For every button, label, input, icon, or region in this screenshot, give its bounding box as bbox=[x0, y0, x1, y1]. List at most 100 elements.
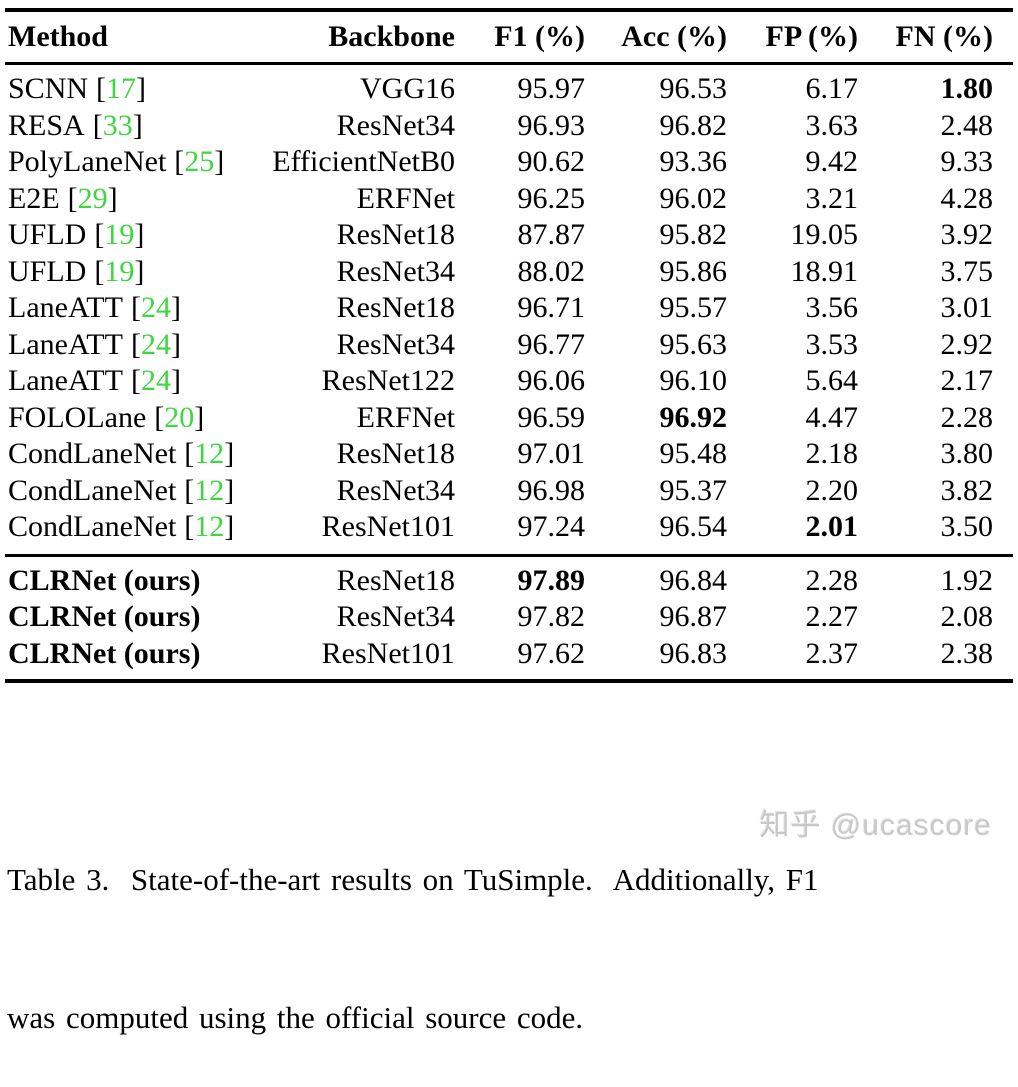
cell-backbone: ResNet34 bbox=[336, 473, 455, 507]
cell-acc: 96.82 bbox=[659, 108, 728, 142]
cell-acc: 95.86 bbox=[659, 254, 728, 288]
cell-method: UFLD [19] bbox=[5, 254, 265, 291]
citation-bracket-open: [ bbox=[94, 254, 105, 288]
method-name: CondLaneNet bbox=[8, 473, 177, 507]
table-row: CLRNet (ours) ResNet18 97.89 96.84 2.28 … bbox=[5, 555, 1013, 599]
citation-bracket-close: ] bbox=[224, 473, 235, 507]
cell-backbone: ResNet34 bbox=[336, 600, 455, 634]
citation-bracket-open: [ bbox=[130, 327, 141, 361]
table-section-ours: CLRNet (ours) ResNet18 97.89 96.84 2.28 … bbox=[5, 555, 1013, 681]
cell-f1: 96.25 bbox=[517, 181, 586, 215]
method-name: FOLOLane bbox=[8, 400, 147, 434]
citation-link[interactable]: 17 bbox=[106, 72, 137, 106]
table-row: CondLaneNet [12] ResNet18 97.01 95.48 2.1… bbox=[5, 436, 1013, 473]
cell-f1-best: 97.89 bbox=[517, 563, 586, 597]
column-header-acc: Acc (%) bbox=[621, 20, 727, 53]
cell-fp: 2.27 bbox=[805, 600, 859, 634]
cell-fn: 2.92 bbox=[940, 327, 994, 361]
cell-fn: 2.08 bbox=[940, 600, 994, 634]
cell-f1: 87.87 bbox=[517, 218, 586, 252]
cell-acc: 93.36 bbox=[659, 145, 728, 179]
table-row: UFLD [19] ResNet18 87.87 95.82 19.05 3.92 bbox=[5, 217, 1013, 254]
cell-fn: 1.92 bbox=[940, 563, 994, 597]
column-header-fp: FP (%) bbox=[765, 20, 858, 53]
citation-link[interactable]: 19 bbox=[104, 254, 135, 288]
citation-link[interactable]: 33 bbox=[102, 108, 133, 142]
citation-bracket-close: ] bbox=[194, 400, 205, 434]
cell-fp: 4.47 bbox=[805, 400, 859, 434]
cell-f1: 97.82 bbox=[517, 600, 586, 634]
cell-backbone: ResNet34 bbox=[336, 108, 455, 142]
cell-fn: 2.38 bbox=[940, 636, 994, 670]
cell-method: LaneATT [24] bbox=[5, 290, 265, 327]
citation-link[interactable]: 12 bbox=[194, 510, 225, 544]
method-name: UFLD bbox=[8, 218, 87, 252]
cell-method-ours: CLRNet (ours) bbox=[8, 636, 201, 670]
cell-fp: 2.20 bbox=[805, 473, 859, 507]
citation-bracket-close: ] bbox=[224, 510, 235, 544]
cell-backbone: ResNet101 bbox=[321, 510, 455, 544]
cell-backbone: ResNet18 bbox=[336, 291, 455, 325]
citation-link[interactable]: 19 bbox=[104, 218, 135, 252]
cell-f1: 96.06 bbox=[517, 364, 586, 398]
cell-acc: 95.37 bbox=[659, 473, 728, 507]
cell-method: LaneATT [24] bbox=[5, 327, 265, 364]
cell-method: CondLaneNet [12] bbox=[5, 509, 265, 555]
cell-backbone: ResNet18 bbox=[336, 563, 455, 597]
column-header-backbone: Backbone bbox=[328, 20, 455, 53]
table-row: RESA [33] ResNet34 96.93 96.82 3.63 2.48 bbox=[5, 108, 1013, 145]
cell-acc: 96.87 bbox=[659, 600, 728, 634]
method-name: LaneATT bbox=[8, 291, 123, 325]
column-header-fn: FN (%) bbox=[895, 20, 993, 53]
cell-f1: 97.62 bbox=[517, 636, 586, 670]
cell-fn: 2.17 bbox=[940, 364, 994, 398]
method-name: UFLD bbox=[8, 254, 87, 288]
cell-backbone: ResNet18 bbox=[336, 437, 455, 471]
citation-link[interactable]: 29 bbox=[77, 181, 108, 215]
cell-f1: 96.77 bbox=[517, 327, 586, 361]
citation-bracket-open: [ bbox=[174, 145, 185, 179]
cell-fp: 9.42 bbox=[805, 145, 859, 179]
cell-fp: 5.64 bbox=[805, 364, 859, 398]
citation-link[interactable]: 24 bbox=[140, 364, 171, 398]
cell-acc: 96.10 bbox=[659, 364, 728, 398]
cell-fn: 2.28 bbox=[940, 400, 994, 434]
table-row: CLRNet (ours) ResNet101 97.62 96.83 2.37… bbox=[5, 636, 1013, 682]
cell-f1: 88.02 bbox=[517, 254, 586, 288]
table-row: CLRNet (ours) ResNet34 97.82 96.87 2.27 … bbox=[5, 599, 1013, 636]
citation-link[interactable]: 24 bbox=[140, 291, 171, 325]
cell-f1: 97.24 bbox=[517, 510, 586, 544]
cell-acc-best: 96.92 bbox=[659, 400, 728, 434]
citation-link[interactable]: 20 bbox=[164, 400, 195, 434]
table-row: FOLOLane [20] ERFNet 96.59 96.92 4.47 2.2… bbox=[5, 400, 1013, 437]
table-row: LaneATT [24] ResNet122 96.06 96.10 5.64 2… bbox=[5, 363, 1013, 400]
cell-f1: 96.93 bbox=[517, 108, 586, 142]
cell-backbone: VGG16 bbox=[360, 72, 455, 106]
cell-fp: 6.17 bbox=[805, 72, 859, 106]
cell-fp: 18.91 bbox=[790, 254, 859, 288]
citation-bracket-close: ] bbox=[132, 108, 143, 142]
citation-link[interactable]: 12 bbox=[194, 437, 225, 471]
citation-bracket-open: [ bbox=[92, 108, 103, 142]
cell-fp: 3.56 bbox=[805, 291, 859, 325]
cell-backbone: ResNet18 bbox=[336, 218, 455, 252]
zhihu-watermark: 知乎 @ucascore bbox=[759, 809, 992, 842]
cell-fp: 3.63 bbox=[805, 108, 859, 142]
cell-backbone: ResNet34 bbox=[336, 327, 455, 361]
citation-link[interactable]: 12 bbox=[194, 473, 225, 507]
table-row: CondLaneNet [12] ResNet34 96.98 95.37 2.2… bbox=[5, 473, 1013, 510]
cell-acc: 95.63 bbox=[659, 327, 728, 361]
citation-link[interactable]: 24 bbox=[140, 327, 171, 361]
method-name: E2E bbox=[8, 181, 60, 215]
cell-method: PolyLaneNet [25] bbox=[5, 144, 265, 181]
cell-fn: 2.48 bbox=[940, 108, 994, 142]
table-row: CondLaneNet [12] ResNet101 97.24 96.54 2.… bbox=[5, 509, 1013, 555]
citation-bracket-open: [ bbox=[94, 218, 105, 252]
citation-bracket-open: [ bbox=[67, 181, 78, 215]
table-row: UFLD [19] ResNet34 88.02 95.86 18.91 3.75 bbox=[5, 254, 1013, 291]
citation-link[interactable]: 25 bbox=[184, 145, 215, 179]
cell-fp: 2.28 bbox=[805, 563, 859, 597]
caption-line-2: was computed using the official source c… bbox=[7, 1000, 584, 1035]
cell-fn: 9.33 bbox=[940, 145, 994, 179]
cell-backbone: ResNet122 bbox=[321, 364, 455, 398]
